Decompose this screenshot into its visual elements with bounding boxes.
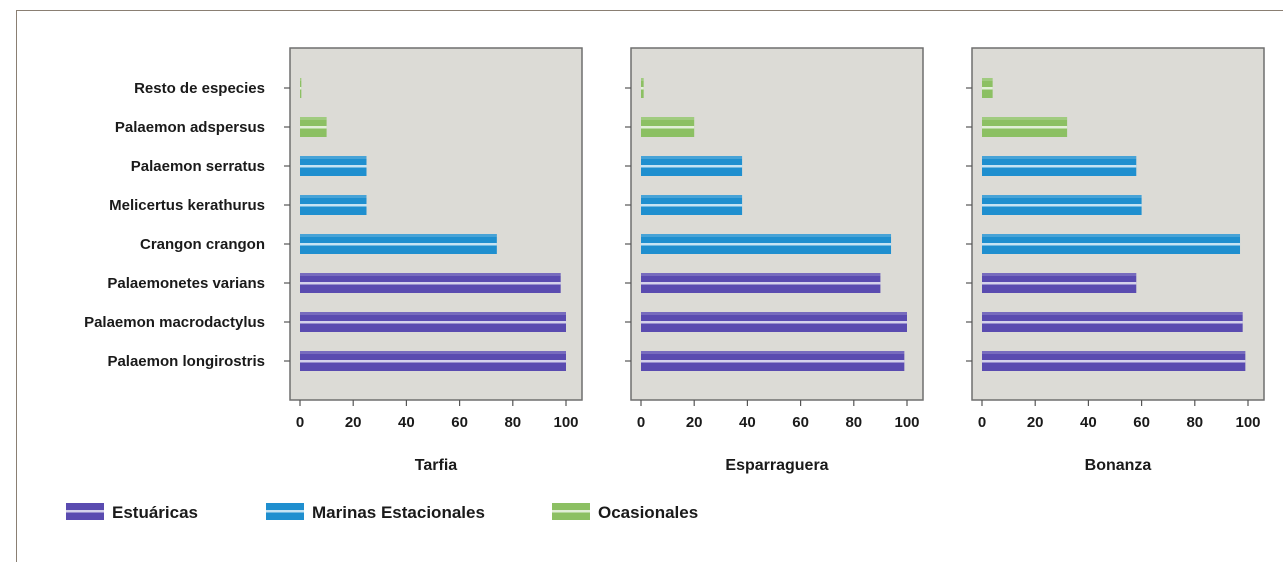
- legend-item: Marinas Estacionales: [266, 503, 485, 522]
- x-tick-label: 80: [504, 414, 521, 431]
- legend-label: Marinas Estacionales: [312, 503, 485, 522]
- x-tick-label: 0: [978, 414, 986, 431]
- panel-title: Bonanza: [1085, 457, 1152, 474]
- category-label: Palaemon adspersus: [115, 119, 265, 136]
- x-tick-label: 100: [1235, 414, 1260, 431]
- bar: [300, 351, 566, 371]
- bar: [641, 234, 892, 254]
- x-tick-label: 0: [296, 414, 304, 431]
- left-border: [16, 10, 17, 562]
- plot-background: [289, 47, 583, 401]
- bar: [300, 273, 561, 293]
- x-tick-label: 60: [451, 414, 468, 431]
- bar: [641, 273, 881, 293]
- x-tick-label: 80: [845, 414, 862, 431]
- legend-item: Ocasionales: [552, 503, 698, 522]
- legend-label: Ocasionales: [598, 503, 698, 522]
- bar: [641, 351, 905, 371]
- panel-bonanza: 0 20 40 60 80 100 Bonanza: [966, 47, 1265, 474]
- plot-background: [971, 47, 1265, 401]
- category-label: Melicertus kerathurus: [109, 197, 265, 214]
- bar: [982, 273, 1137, 293]
- bar: [982, 117, 1068, 137]
- category-label: Palaemonetes varians: [107, 275, 265, 292]
- bar: [300, 156, 367, 176]
- x-tick-label: 20: [345, 414, 362, 431]
- x-tick-label: 0: [637, 414, 645, 431]
- category-label: Palaemon longirostris: [107, 353, 265, 370]
- bar: [982, 195, 1142, 215]
- x-tick-label: 60: [1133, 414, 1150, 431]
- bar: [300, 117, 327, 137]
- panel-title: Esparraguera: [725, 457, 828, 474]
- bar: [300, 312, 566, 332]
- x-tick-label: 80: [1186, 414, 1203, 431]
- category-label: Palaemon serratus: [131, 158, 265, 175]
- bar: [300, 234, 497, 254]
- plot-background: [630, 47, 924, 401]
- x-tick-label: 100: [894, 414, 919, 431]
- bar: [300, 195, 367, 215]
- bar: [641, 117, 695, 137]
- legend-label: Estuáricas: [112, 503, 198, 522]
- x-tick-label: 20: [686, 414, 703, 431]
- legend: Estuáricas Marinas Estacionales Ocasionale…: [66, 503, 698, 522]
- bar: [982, 156, 1137, 176]
- bar: [641, 195, 743, 215]
- bar: [641, 312, 907, 332]
- panel-esparraguera: 0 20 40 60 80 100 Esparraguera: [625, 47, 924, 474]
- category-label: Crangon crangon: [140, 236, 265, 253]
- legend-item: Estuáricas: [66, 503, 198, 522]
- bar: [641, 78, 644, 98]
- panel-title: Tarfia: [415, 457, 457, 474]
- x-tick-label: 20: [1027, 414, 1044, 431]
- bar: [982, 312, 1243, 332]
- x-tick-label: 40: [1080, 414, 1097, 431]
- top-border: [16, 10, 1283, 11]
- bar: [982, 351, 1246, 371]
- x-tick-label: 60: [792, 414, 809, 431]
- x-tick-label: 40: [398, 414, 415, 431]
- panels: 0 20 40 60 80 100 Tarfia 0 20 40 60 80 100 Esparrague…: [284, 47, 1265, 474]
- category-label: Palaemon macrodactylus: [84, 314, 265, 331]
- bar: [300, 78, 302, 98]
- bar: [982, 234, 1241, 254]
- x-tick-label: 100: [553, 414, 578, 431]
- category-labels: Resto de especies Palaemon adspersus Palae…: [84, 80, 265, 370]
- x-tick-label: 40: [739, 414, 756, 431]
- category-label: Resto de especies: [134, 80, 265, 97]
- bar: [982, 78, 993, 98]
- bar: [641, 156, 743, 176]
- panel-tarfia: 0 20 40 60 80 100 Tarfia: [284, 47, 583, 474]
